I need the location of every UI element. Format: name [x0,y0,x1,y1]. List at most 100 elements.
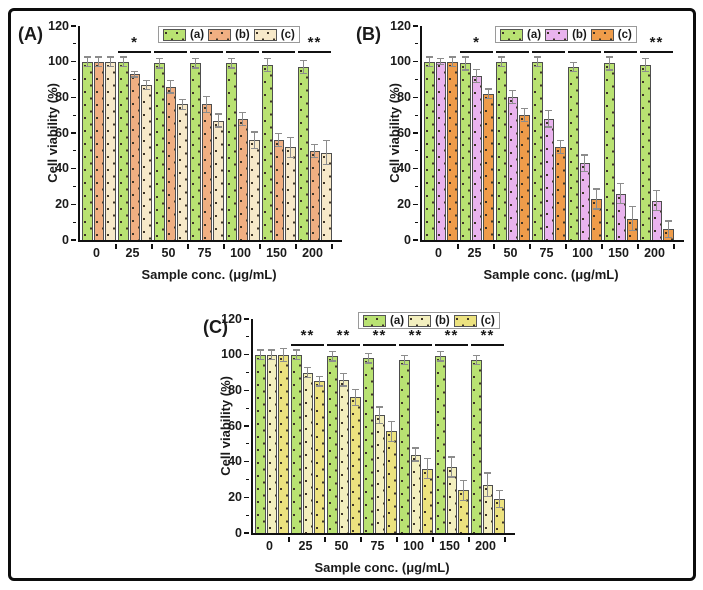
error-bar-cap-top [304,367,312,369]
significance-stars: ** [480,326,495,344]
significance-stars: * [131,33,138,51]
error-bar-cap-bottom [495,506,503,509]
error-bar-cap-bottom [484,97,492,100]
significance-line [471,343,504,346]
x-tick-label: 0 [435,246,442,260]
error-bar-cap-top [509,90,517,92]
error-bar [256,349,264,360]
x-axis-tick [187,244,189,249]
error-bar-cap-top [520,108,528,110]
error-bar-cap-top [569,61,577,63]
significance-line [460,50,493,53]
bar-a-conc0 [82,61,93,240]
bar-b-conc25 [129,74,140,240]
error-bar [423,458,431,480]
bar-a-conc50 [496,61,507,240]
bar-b-conc50 [165,86,176,240]
error-bar-line [426,458,428,480]
plot-area: ********* [71,25,342,249]
error-bar-cap-bottom [520,121,528,123]
x-axis-tick [565,244,567,249]
error-bar-cap-bottom [178,108,186,110]
bar-a-conc100 [399,360,410,533]
bar-c-conc150 [285,147,296,240]
x-tick-label: 0 [266,539,273,553]
error-bar-cap-bottom [423,478,431,480]
error-bar-cap-top [605,56,613,58]
error-bar-line [318,376,320,387]
error-bar-cap-bottom [292,358,300,360]
bar-a-conc50 [327,356,338,533]
bar-b-conc75 [201,104,212,240]
significance-line [604,50,637,53]
error-bar-line [181,99,183,110]
error-bar-cap-bottom [155,67,163,69]
bar-a-conc0 [255,354,266,533]
error-bar-cap-bottom [299,72,307,75]
bar-b-conc0 [93,61,104,240]
error-bar-cap-bottom [376,422,384,425]
error-bar-cap-top [653,190,661,192]
y-tick-label: 100 [390,54,411,69]
bar-b-conc0 [266,354,277,533]
error-bar [437,58,445,66]
error-bar-cap-top [275,133,283,135]
error-bar-cap-top [423,458,431,460]
error-bar-line [440,58,442,66]
y-tick-label: 20 [397,196,411,211]
error-bar-line [572,61,574,73]
error-bar-cap-top [227,58,235,60]
error-bar-cap-top [533,56,541,58]
x-tick-label: 150 [266,246,287,260]
error-bar [83,56,91,67]
legend-label-c: (c) [617,28,632,41]
bar-c-conc50 [519,115,530,240]
error-bar-cap-bottom [617,203,625,205]
error-bar-cap-bottom [119,65,127,67]
y-tick-label: 40 [55,161,69,176]
error-bar-cap-bottom [227,67,235,69]
significance-line [496,50,529,53]
error-bar-cap-top [436,351,444,353]
error-bar [617,182,625,205]
error-bar [95,56,103,67]
significance-line [226,50,259,53]
error-bar-cap-top [263,58,271,60]
legend-label-b: (b) [435,314,450,327]
x-axis-tick [259,244,261,249]
x-tick-label: 25 [467,246,482,260]
y-axis-tick [413,203,418,206]
error-bar-line [289,136,291,158]
error-bar [304,367,312,378]
error-bar [581,154,589,173]
error-bar-line [242,111,244,126]
bar-c-conc75 [555,147,566,240]
y-axis-minor-tick [415,185,418,188]
error-bar-cap-bottom [436,360,444,362]
error-bar [556,140,564,155]
y-axis-tick [244,496,249,499]
error-bar-cap-bottom [167,92,175,94]
error-bar-line [302,59,304,75]
legend-swatch-a [363,314,386,327]
error-bar-line [536,56,538,67]
error-bar-line [98,56,100,67]
error-bar [268,349,276,360]
error-bar-cap-top [250,131,258,133]
legend-swatch-b [208,28,232,41]
error-bar-cap-top [279,347,287,349]
error-bar-cap-top [328,351,336,353]
bar-a-conc75 [532,61,543,240]
x-tick-label: 100 [230,246,251,260]
bar-a-conc150 [435,356,446,533]
bar-a-conc75 [363,358,374,533]
x-axis-tick [457,244,459,249]
error-bar-line [559,140,561,155]
error-bar-line [145,79,147,91]
error-bar-cap-top [437,58,445,60]
error-bar [472,354,480,366]
y-axis-tick [244,318,249,320]
error-bar-line [109,56,111,67]
error-bar [340,372,348,387]
error-bar-line [464,56,466,71]
